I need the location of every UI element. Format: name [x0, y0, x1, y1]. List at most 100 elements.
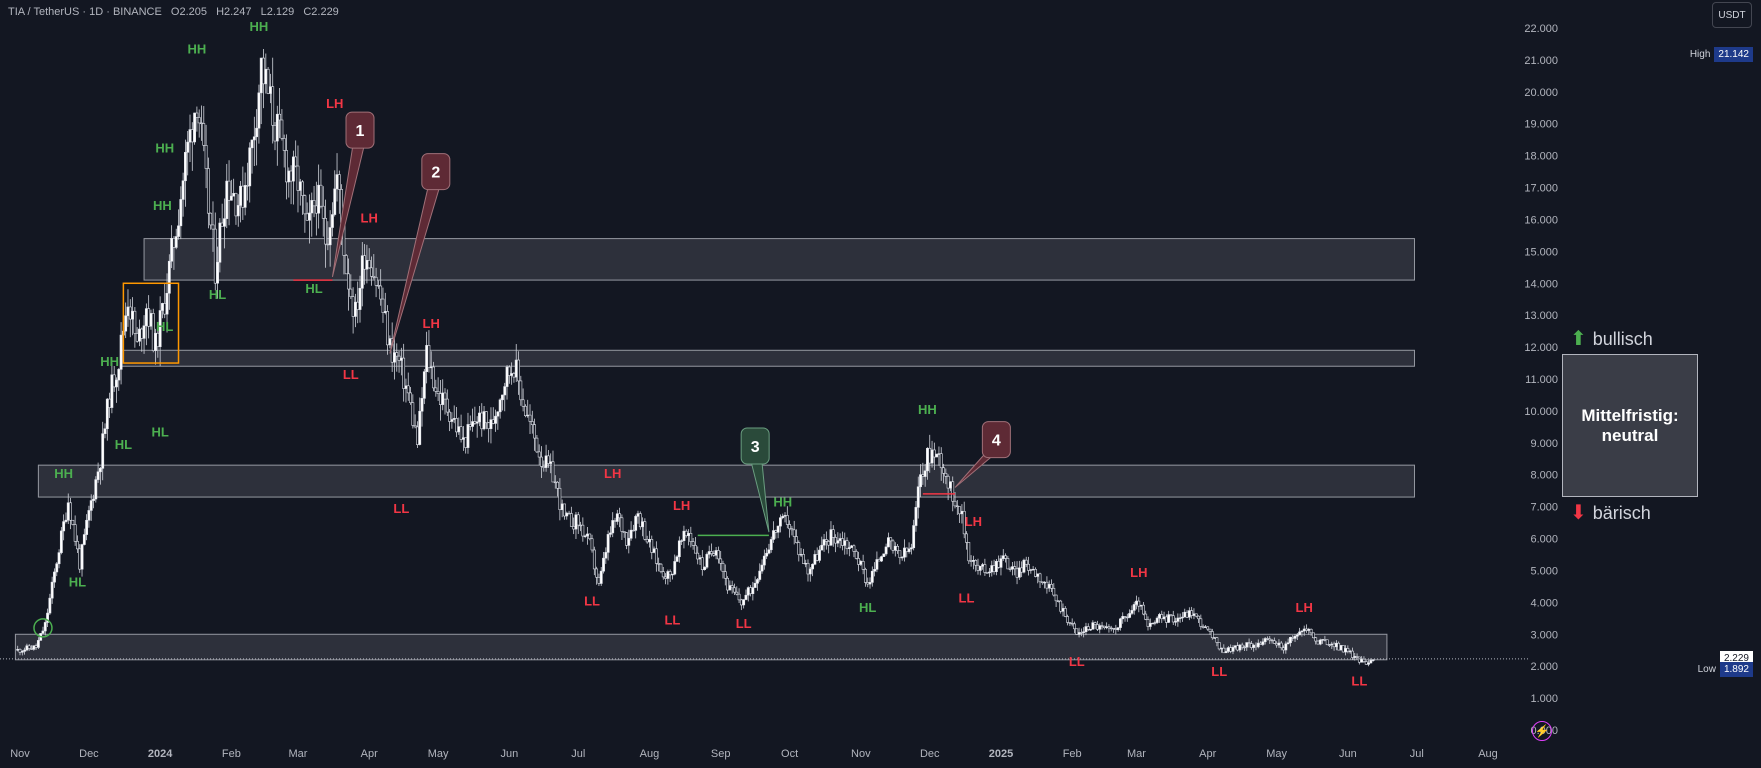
candle — [1135, 595, 1138, 610]
candle — [1089, 628, 1092, 631]
callout-number: 2 — [431, 165, 440, 182]
candle — [955, 500, 959, 515]
candle — [1208, 628, 1212, 635]
candle-body — [1086, 626, 1090, 630]
candle-body — [1217, 642, 1221, 650]
candle-body — [331, 214, 334, 228]
candle-body — [510, 373, 514, 376]
candle-body — [494, 415, 497, 424]
candle-body — [691, 541, 695, 546]
candle-body — [537, 451, 541, 458]
candle — [1158, 612, 1161, 623]
candle — [916, 476, 920, 519]
candle-body — [200, 122, 203, 125]
candle — [105, 398, 109, 441]
candle-body — [847, 547, 851, 549]
candle-body — [1155, 617, 1159, 623]
candle-body — [953, 500, 957, 507]
candle — [870, 566, 874, 587]
candle-body — [985, 572, 989, 574]
candle — [597, 573, 601, 587]
candle — [57, 549, 61, 569]
candle-body — [135, 333, 139, 342]
candle-body — [544, 455, 548, 468]
candle — [560, 499, 564, 518]
candle-body — [1210, 631, 1214, 639]
candle — [73, 515, 77, 546]
candle — [464, 437, 468, 454]
candle-body — [1061, 608, 1065, 612]
currency-unit-button[interactable]: USDT — [1712, 2, 1752, 28]
structure-label: LL — [959, 590, 975, 605]
candle-body — [76, 541, 79, 550]
candle-body — [484, 411, 488, 424]
candle — [602, 551, 605, 574]
callout-1: 1 — [331, 111, 375, 278]
candle — [1022, 558, 1026, 574]
candle — [498, 398, 502, 419]
candle — [367, 248, 371, 270]
candle — [546, 450, 550, 468]
candle-body — [59, 530, 63, 553]
candle-body — [714, 550, 718, 556]
candle-body — [776, 525, 780, 533]
candle — [1098, 623, 1102, 634]
candle-body — [1075, 628, 1079, 635]
structure-label: LL — [736, 616, 752, 631]
candle-body — [1194, 613, 1198, 617]
candle — [1084, 622, 1088, 636]
candle-body — [1332, 643, 1336, 648]
candle-body — [992, 565, 996, 572]
x-tick-label: Aug — [1478, 748, 1498, 760]
candle-body — [769, 539, 773, 551]
candle — [383, 292, 387, 315]
candle — [590, 534, 594, 553]
candle-body — [641, 521, 644, 528]
trend-status-box: Mittelfristig: neutral — [1562, 354, 1698, 497]
high-tag-label: High — [1685, 47, 1715, 63]
candle — [87, 505, 91, 528]
candle-body — [1192, 613, 1196, 616]
candle-body — [834, 537, 837, 544]
candle — [177, 209, 180, 240]
candle — [654, 541, 658, 572]
candle-body — [1247, 642, 1251, 644]
candle-body — [257, 92, 261, 129]
candle — [1362, 656, 1366, 664]
lightning-icon[interactable]: ⚡ — [1532, 721, 1552, 741]
candle-body — [108, 398, 111, 408]
structure-label: HL — [115, 437, 132, 452]
candle-body — [818, 549, 821, 561]
symbol-title[interactable]: TIA / TetherUS · 1D · BINANCE — [8, 6, 162, 18]
candle-body — [1243, 646, 1246, 649]
candle — [149, 309, 153, 330]
candle-body — [78, 548, 82, 570]
candle — [374, 267, 378, 298]
candle — [845, 537, 849, 555]
candle — [1011, 561, 1014, 576]
candle — [1204, 624, 1207, 628]
candle — [622, 531, 626, 538]
candle — [1187, 607, 1191, 621]
candle-body — [921, 474, 925, 477]
candle — [703, 566, 707, 571]
candle — [140, 327, 144, 352]
candle-body — [1107, 626, 1111, 629]
candle-body — [1116, 627, 1120, 630]
candle-body — [69, 502, 72, 521]
candle-body — [202, 123, 206, 146]
candle — [512, 371, 516, 383]
candle-body — [365, 260, 369, 270]
candle — [126, 289, 130, 327]
candle — [1132, 601, 1136, 615]
structure-label: HL — [305, 281, 322, 296]
candle-body — [1006, 558, 1010, 570]
candle-body — [677, 540, 681, 558]
candle-body — [41, 630, 45, 634]
candle-body — [581, 524, 585, 537]
candle — [319, 169, 323, 209]
candle-body — [1073, 623, 1076, 630]
candle-body — [870, 570, 874, 583]
candle-body — [436, 391, 440, 394]
